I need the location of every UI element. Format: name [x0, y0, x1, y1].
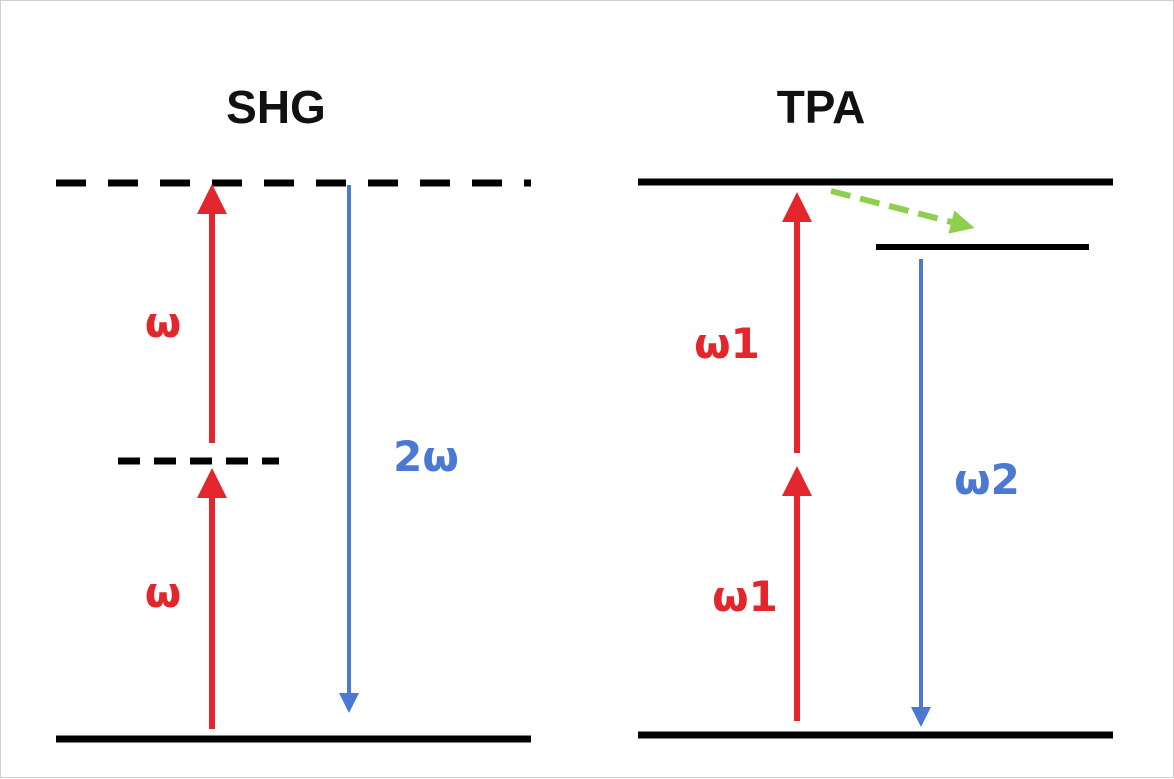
shg-emission-label: 2ω: [393, 432, 459, 481]
tpa-panel: TPA ω1 ω1 ω2: [638, 81, 1113, 739]
tpa-title: TPA: [777, 81, 866, 133]
tpa-emission-label: ω2: [954, 455, 1020, 504]
shg-upper-photon-label: ω: [145, 298, 182, 347]
tpa-upper-photon-label: ω1: [694, 319, 760, 368]
shg-title: SHG: [226, 81, 326, 133]
shg-lower-photon-label: ω: [145, 568, 182, 617]
tpa-lower-photon-label: ω1: [712, 572, 778, 621]
tpa-relaxation-arrow: [830, 188, 975, 234]
shg-panel: SHG ω ω 2ω: [56, 81, 531, 743]
